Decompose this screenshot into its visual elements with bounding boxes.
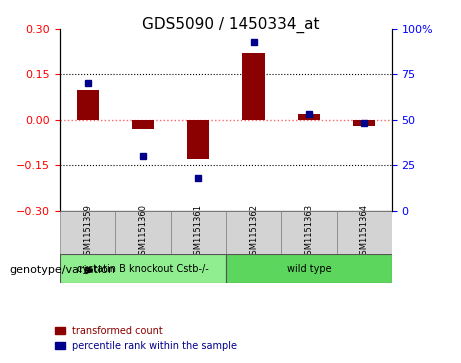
Bar (353, 120, 375, 126)
Text: GSM1151363: GSM1151363 (304, 204, 313, 260)
Legend: transformed count, percentile rank within the sample: transformed count, percentile rank withi… (51, 322, 241, 355)
FancyBboxPatch shape (281, 211, 337, 254)
Text: GSM1151361: GSM1151361 (194, 204, 203, 260)
FancyBboxPatch shape (115, 211, 171, 254)
Text: GSM1151359: GSM1151359 (83, 204, 92, 260)
FancyBboxPatch shape (171, 211, 226, 254)
Text: GSM1151362: GSM1151362 (249, 204, 258, 260)
Bar (132, 120, 154, 129)
Bar (187, 120, 209, 159)
FancyBboxPatch shape (60, 211, 115, 254)
Text: GSM1151364: GSM1151364 (360, 204, 369, 260)
Bar (77, 90, 99, 120)
Bar (242, 53, 265, 120)
Text: GDS5090 / 1450334_at: GDS5090 / 1450334_at (142, 16, 319, 33)
Text: cystatin B knockout Cstb-/-: cystatin B knockout Cstb-/- (77, 264, 209, 274)
FancyBboxPatch shape (60, 254, 226, 283)
Text: GSM1151360: GSM1151360 (138, 204, 148, 260)
FancyBboxPatch shape (226, 211, 281, 254)
FancyBboxPatch shape (226, 254, 392, 283)
Bar (298, 114, 320, 120)
Text: genotype/variation: genotype/variation (9, 265, 115, 276)
Text: wild type: wild type (287, 264, 331, 274)
FancyBboxPatch shape (337, 211, 392, 254)
